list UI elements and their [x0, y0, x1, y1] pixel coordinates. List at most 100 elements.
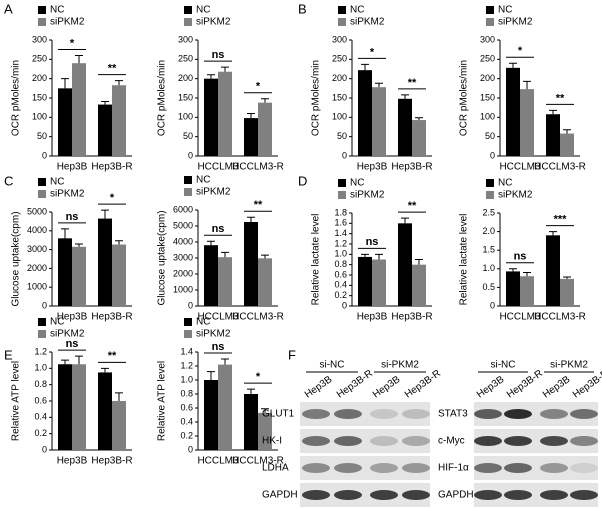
- y-tick-label: 4000: [173, 236, 193, 246]
- y-tick-label: 1.5: [482, 245, 495, 255]
- legend-swatch: [486, 191, 494, 199]
- legend-swatch: [38, 6, 46, 14]
- blot-band: [570, 436, 598, 446]
- y-tick-label: 150: [480, 92, 495, 102]
- legend-label: siPKM2: [196, 187, 231, 198]
- y-tick-label: 0: [42, 444, 47, 454]
- x-tick-label: Hep3B: [57, 312, 88, 323]
- y-tick-label: 50: [183, 131, 193, 141]
- bar: [412, 120, 426, 156]
- y-tick-label: 0: [188, 300, 193, 310]
- bar: [72, 246, 86, 306]
- y-tick-label: 1.2: [180, 360, 193, 370]
- protein-label: GAPDH: [262, 490, 298, 501]
- legend-swatch: [486, 179, 494, 187]
- y-tick-label: 0: [188, 444, 193, 454]
- blot-band: [570, 490, 598, 500]
- protein-label: HIF-1α: [438, 463, 469, 474]
- blot-band: [402, 409, 430, 419]
- bar: [506, 67, 520, 156]
- error-bar: [75, 355, 83, 365]
- group-label: si-NC: [491, 360, 516, 371]
- legend-label: siPKM2: [350, 190, 385, 201]
- legend-swatch: [486, 18, 494, 26]
- bar: [258, 102, 272, 156]
- group-label: si-NC: [320, 360, 345, 371]
- group-label: si-PKM2: [550, 360, 588, 371]
- x-tick-label: Hep3B-R: [91, 456, 132, 467]
- y-tick-label: 0.2: [334, 290, 347, 300]
- legend-swatch: [184, 188, 192, 196]
- error-bar: [207, 240, 215, 246]
- significance-label: **: [408, 77, 417, 89]
- legend-swatch: [38, 178, 46, 186]
- error-bar: [101, 100, 109, 105]
- legend-label: NC: [196, 5, 210, 16]
- legend-swatch: [184, 6, 192, 14]
- error-bar: [207, 371, 215, 380]
- y-tick-label: 250: [332, 54, 347, 64]
- blot-band: [504, 409, 532, 419]
- panel-label: C: [4, 173, 13, 188]
- legend-swatch: [338, 6, 346, 14]
- lane-label: Hep3B: [303, 374, 335, 401]
- legend-label: siPKM2: [50, 17, 85, 28]
- blot-band: [334, 436, 362, 446]
- y-tick-label: 0.8: [180, 388, 193, 398]
- y-tick-label: 6000: [173, 204, 193, 214]
- bar: [372, 87, 386, 156]
- y-tick-label: 300: [178, 34, 193, 44]
- legend-swatch: [184, 318, 192, 326]
- y-tick-label: 200: [480, 73, 495, 83]
- y-tick-label: 0.5: [482, 282, 495, 292]
- bar: [98, 218, 112, 306]
- y-tick-label: 250: [32, 54, 47, 64]
- x-tick-label: Hep3B-R: [391, 162, 432, 173]
- bar: [546, 114, 560, 156]
- significance-label: **: [408, 200, 417, 212]
- y-tick-label: 300: [332, 34, 347, 44]
- y-tick-label: 3000: [27, 244, 47, 254]
- bar: [398, 223, 412, 306]
- legend-label: siPKM2: [50, 329, 85, 340]
- error-bar: [75, 243, 83, 247]
- bar: [258, 412, 272, 450]
- bar: [358, 256, 372, 306]
- group-label: si-PKM2: [381, 360, 419, 371]
- y-tick-label: 2.0: [482, 226, 495, 236]
- error-bar: [101, 209, 109, 219]
- blot-band: [504, 436, 532, 446]
- y-tick-label: 0: [342, 300, 347, 310]
- error-bar: [401, 94, 409, 99]
- y-tick-label: 1.6: [334, 218, 347, 228]
- lane-label: Hep3B: [371, 374, 403, 401]
- blot-band: [302, 463, 330, 473]
- y-axis-label: OCR pMoles/min: [157, 60, 168, 136]
- legend-label: NC: [50, 317, 64, 328]
- blot-band: [474, 409, 502, 419]
- error-bar: [247, 112, 255, 119]
- y-tick-label: 1.0: [180, 374, 193, 384]
- legend-swatch: [38, 318, 46, 326]
- y-tick-label: 1000: [173, 284, 193, 294]
- bar: [204, 380, 218, 450]
- blot-band: [334, 490, 362, 500]
- bar: [58, 88, 72, 156]
- legend-label: siPKM2: [196, 329, 231, 340]
- significance-label: ns: [212, 49, 225, 61]
- bar: [560, 133, 574, 156]
- error-bar: [523, 272, 531, 277]
- significance-label: ***: [554, 214, 568, 226]
- y-tick-label: 5000: [27, 206, 47, 216]
- bar: [244, 118, 258, 156]
- y-tick-label: 5000: [173, 220, 193, 230]
- y-tick-label: 2000: [27, 263, 47, 273]
- legend-label: siPKM2: [350, 17, 385, 28]
- legend-swatch: [184, 18, 192, 26]
- y-tick-label: 200: [178, 73, 193, 83]
- bar: [398, 98, 412, 156]
- legend-swatch: [184, 330, 192, 338]
- bar: [204, 78, 218, 156]
- x-tick-label: Hep3B-R: [391, 312, 432, 323]
- error-bar: [401, 217, 409, 224]
